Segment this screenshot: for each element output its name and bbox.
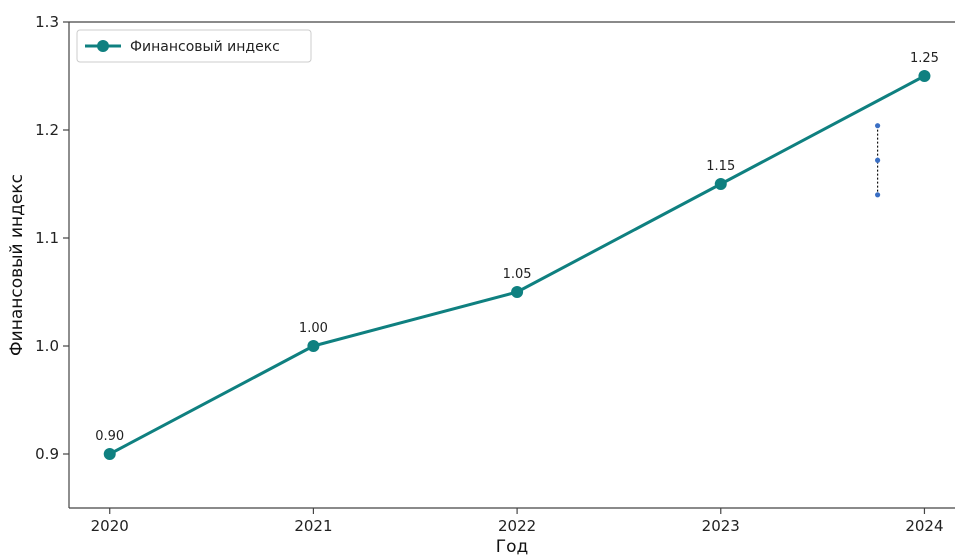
y-tick-label: 1.2 [35, 121, 59, 139]
x-tick-label: 2020 [91, 517, 129, 535]
legend-point-marker [97, 40, 109, 52]
data-label: 0.90 [95, 429, 124, 444]
y-tick-label: 1.3 [35, 13, 59, 31]
data-point [103, 448, 116, 460]
y-tick-label: 1.1 [35, 229, 59, 247]
x-axis-title: Год [496, 537, 529, 555]
x-tick-label: 2021 [294, 517, 332, 535]
error-bar-annotation [875, 123, 881, 198]
series-financial-index: 0.90 1.00 1.05 1.15 1.25 [95, 51, 939, 460]
legend: Финансовый индекс [76, 29, 312, 63]
legend-box [76, 29, 312, 63]
data-label: 1.00 [299, 321, 328, 336]
plot-frame [68, 21, 955, 509]
y-axis-title: Финансовый индекс [7, 174, 27, 356]
x-tick-label: 2024 [905, 517, 943, 535]
data-point [714, 178, 727, 190]
data-label: 1.25 [910, 51, 939, 66]
data-point [307, 340, 320, 352]
y-tick-label: 0.9 [35, 445, 59, 463]
y-tick-label: 1.0 [35, 337, 59, 355]
data-point [511, 286, 524, 298]
series-line [108, 74, 926, 456]
error-bar-point [875, 157, 881, 163]
data-point [918, 70, 931, 82]
data-label: 1.05 [503, 267, 532, 282]
x-tick-label: 2022 [498, 517, 536, 535]
x-axis-ticks: 2020 2021 2022 2023 2024 [91, 508, 944, 535]
error-bar-point [875, 192, 881, 198]
legend-label: Финансовый индекс [130, 39, 280, 55]
data-label: 1.15 [706, 159, 735, 174]
x-tick-label: 2023 [702, 517, 740, 535]
error-bar-point [875, 123, 881, 129]
y-axis-ticks: 0.9 1.0 1.1 1.2 1.3 [35, 13, 69, 463]
